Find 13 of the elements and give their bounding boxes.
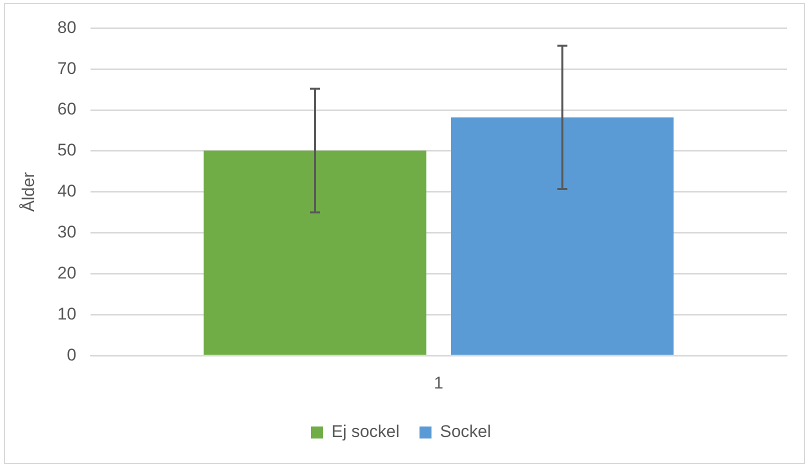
x-tick-label: 1	[434, 373, 444, 392]
y-tick-label: 70	[57, 58, 76, 78]
legend-label: Sockel	[440, 422, 492, 442]
y-tick-label: 60	[57, 100, 76, 119]
legend-label: Ej sockel	[331, 422, 400, 442]
y-tick-label: 10	[57, 304, 76, 324]
y-axis-title: Ålder	[18, 172, 38, 212]
y-tick-label: 80	[57, 18, 76, 37]
y-tick-label: 50	[57, 140, 76, 160]
y-tick-label: 0	[66, 345, 76, 364]
y-tick-label: 40	[57, 182, 76, 201]
y-tick-label: 20	[57, 263, 76, 282]
y-tick-label: 30	[57, 222, 76, 242]
